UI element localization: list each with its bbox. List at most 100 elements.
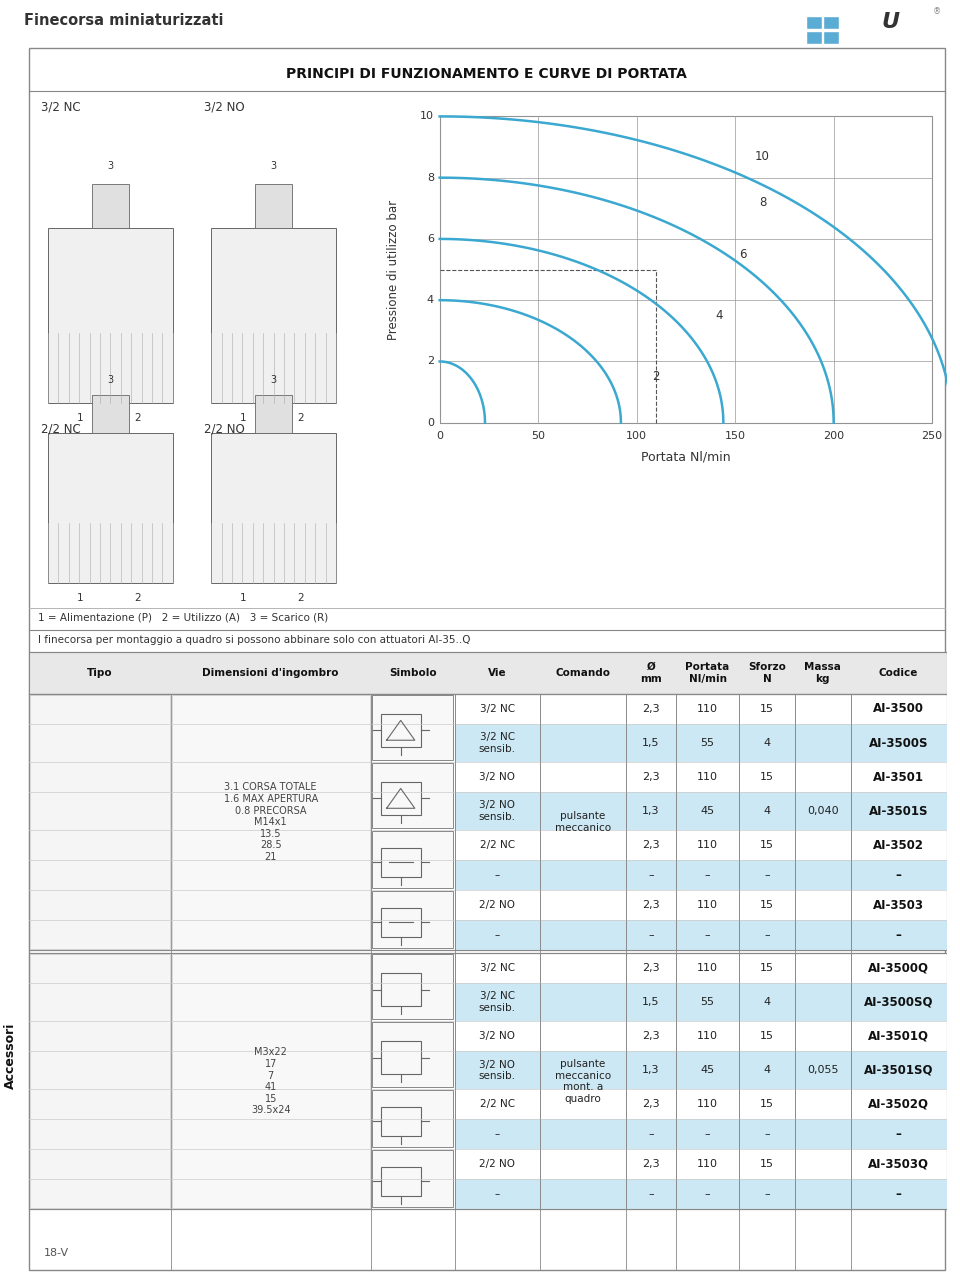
Text: –: – — [896, 1127, 901, 1140]
Text: 2: 2 — [298, 413, 303, 422]
Text: M3x22
17
7
41
15
39.5x24: M3x22 17 7 41 15 39.5x24 — [251, 1048, 291, 1116]
Text: 110: 110 — [697, 900, 718, 910]
Bar — [380, 1041, 420, 1075]
Text: 2,3: 2,3 — [642, 1160, 660, 1170]
Text: AI-3501: AI-3501 — [873, 771, 924, 784]
Text: U: U — [882, 12, 900, 32]
Text: 2: 2 — [653, 371, 660, 384]
Text: 2: 2 — [427, 356, 434, 367]
Text: AI-3500Q: AI-3500Q — [868, 961, 929, 974]
Text: Vie: Vie — [488, 668, 507, 678]
Text: AI-3502: AI-3502 — [873, 839, 924, 852]
Text: 4: 4 — [763, 806, 771, 816]
Text: 1: 1 — [240, 593, 246, 602]
Text: 2: 2 — [298, 593, 303, 602]
Text: 3.1 CORSA TOTALE
1.6 MAX APERTURA
0.8 PRECORSA
M14x1
13.5
28.5
21: 3.1 CORSA TOTALE 1.6 MAX APERTURA 0.8 PR… — [224, 782, 318, 862]
Text: 3: 3 — [108, 375, 113, 385]
Text: Massa
kg: Massa kg — [804, 662, 841, 683]
Text: Accessori: Accessori — [4, 1022, 17, 1089]
Text: 1,3: 1,3 — [642, 806, 660, 816]
Text: –: – — [494, 931, 500, 941]
Text: 2,3: 2,3 — [642, 1099, 660, 1109]
Text: 2: 2 — [134, 593, 140, 602]
Text: –: – — [648, 1130, 654, 1139]
Bar — [380, 1167, 420, 1196]
Text: –: – — [764, 1130, 770, 1139]
Bar — [372, 1022, 453, 1088]
Bar — [440, 116, 932, 422]
Text: 110: 110 — [697, 1099, 718, 1109]
Bar — [455, 1051, 947, 1089]
Text: 2/2 NC: 2/2 NC — [41, 422, 81, 436]
Text: Finecorsa miniaturizzati: Finecorsa miniaturizzati — [24, 13, 224, 28]
Bar — [30, 695, 170, 950]
Text: 1,5: 1,5 — [642, 737, 660, 748]
Text: –: – — [705, 931, 710, 941]
Text: –: – — [648, 1189, 654, 1199]
Text: 2,3: 2,3 — [642, 772, 660, 782]
Text: 3/2 NO: 3/2 NO — [479, 772, 516, 782]
Bar — [455, 920, 947, 950]
Bar — [211, 228, 336, 403]
Bar — [824, 31, 839, 44]
Text: –: – — [705, 1189, 710, 1199]
Bar — [824, 15, 839, 30]
Text: pulsante
meccanico: pulsante meccanico — [555, 811, 611, 833]
Bar — [455, 792, 947, 830]
Text: 3/2 NC: 3/2 NC — [41, 100, 81, 113]
Text: –: – — [896, 929, 901, 942]
Text: 15: 15 — [760, 1160, 774, 1170]
Bar — [91, 184, 129, 228]
Bar — [211, 432, 336, 583]
Text: 2,3: 2,3 — [642, 900, 660, 910]
Bar — [254, 395, 292, 432]
Bar — [30, 954, 170, 1208]
Bar — [455, 1179, 947, 1210]
Text: –: – — [896, 1188, 901, 1201]
Text: 1 = Alimentazione (P)   2 = Utilizzo (A)   3 = Scarico (R): 1 = Alimentazione (P) 2 = Utilizzo (A) 3… — [38, 613, 328, 623]
Text: –: – — [764, 931, 770, 941]
Bar — [806, 15, 822, 30]
Bar — [806, 31, 822, 44]
Text: 0,055: 0,055 — [807, 1066, 838, 1076]
Bar — [172, 954, 370, 1208]
Text: AI-3503Q: AI-3503Q — [868, 1158, 929, 1171]
Text: 55: 55 — [701, 997, 714, 1008]
Text: 15: 15 — [760, 840, 774, 851]
Text: 3/2 NO
sensib.: 3/2 NO sensib. — [479, 1059, 516, 1081]
Text: pulsante
meccanico
mont. a
quadro: pulsante meccanico mont. a quadro — [555, 1059, 611, 1104]
Bar — [172, 695, 370, 950]
Text: –: – — [764, 870, 770, 880]
Bar — [372, 695, 453, 761]
Text: 2,3: 2,3 — [642, 963, 660, 973]
Text: 150: 150 — [725, 431, 746, 440]
Text: 4: 4 — [427, 295, 434, 305]
Text: 55: 55 — [701, 737, 714, 748]
Text: 0: 0 — [436, 431, 444, 440]
Text: –: – — [494, 1189, 500, 1199]
Text: 2,3: 2,3 — [642, 704, 660, 714]
Text: 6: 6 — [427, 234, 434, 245]
Text: Dimensioni d'ingombro: Dimensioni d'ingombro — [203, 668, 339, 678]
Text: 4: 4 — [763, 1066, 771, 1076]
Text: 3/2 NC
sensib.: 3/2 NC sensib. — [479, 732, 516, 754]
Bar — [372, 954, 453, 1019]
Text: 200: 200 — [823, 431, 844, 440]
Bar — [455, 1120, 947, 1149]
Bar — [372, 1151, 453, 1207]
Text: Pressione di utilizzo bar: Pressione di utilizzo bar — [387, 199, 400, 340]
Bar — [372, 831, 453, 888]
Bar — [857, 15, 873, 30]
Text: 2/2 NO: 2/2 NO — [479, 1160, 516, 1170]
Text: 110: 110 — [697, 1031, 718, 1041]
Text: 2/2 NC: 2/2 NC — [480, 840, 515, 851]
Bar — [840, 15, 855, 30]
Text: 3/2 NO
sensib.: 3/2 NO sensib. — [479, 801, 516, 822]
Text: 3/2 NC: 3/2 NC — [480, 704, 515, 714]
Text: 3/2 NC
sensib.: 3/2 NC sensib. — [479, 991, 516, 1013]
Text: 15: 15 — [760, 900, 774, 910]
Text: –: – — [705, 1130, 710, 1139]
Text: 10: 10 — [755, 149, 770, 162]
Bar — [372, 763, 453, 828]
Text: 50: 50 — [531, 431, 545, 440]
